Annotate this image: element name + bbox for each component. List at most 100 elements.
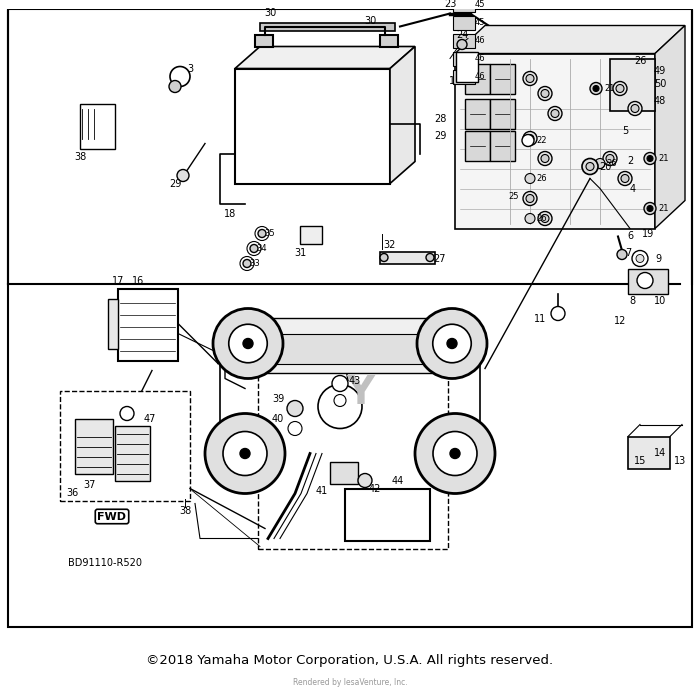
Text: 33: 33 — [250, 259, 260, 268]
Bar — [330, 461, 358, 484]
Text: 46: 46 — [475, 54, 485, 63]
Text: 44: 44 — [392, 475, 404, 486]
Circle shape — [551, 109, 559, 118]
Polygon shape — [345, 473, 445, 489]
Text: 38: 38 — [74, 151, 86, 162]
Text: 18: 18 — [224, 209, 236, 218]
Circle shape — [426, 253, 434, 262]
Circle shape — [590, 83, 602, 94]
Text: 12: 12 — [614, 316, 626, 326]
Text: 28: 28 — [434, 113, 446, 123]
Bar — [628, 269, 668, 293]
Circle shape — [613, 81, 627, 95]
Text: 13: 13 — [674, 456, 686, 466]
Polygon shape — [220, 333, 480, 484]
Text: 30: 30 — [264, 8, 276, 18]
Circle shape — [205, 414, 285, 494]
Text: 40: 40 — [272, 414, 284, 424]
Polygon shape — [455, 25, 685, 53]
Circle shape — [637, 272, 653, 288]
Circle shape — [334, 395, 346, 407]
Circle shape — [450, 449, 460, 458]
Circle shape — [358, 473, 372, 487]
Text: 3: 3 — [187, 64, 193, 74]
Circle shape — [250, 244, 258, 253]
Circle shape — [169, 80, 181, 92]
Circle shape — [243, 260, 251, 267]
Bar — [300, 225, 322, 244]
Text: 42: 42 — [369, 484, 382, 494]
Polygon shape — [250, 424, 450, 458]
Text: 21: 21 — [659, 154, 669, 163]
Circle shape — [523, 71, 537, 85]
Text: 23: 23 — [444, 0, 456, 8]
Text: 7: 7 — [625, 248, 631, 258]
Circle shape — [457, 39, 467, 50]
Text: Y: Y — [346, 374, 374, 412]
Text: 24: 24 — [456, 29, 468, 39]
Polygon shape — [390, 46, 415, 183]
Circle shape — [603, 151, 617, 165]
Circle shape — [616, 85, 624, 92]
Text: 50: 50 — [654, 78, 666, 88]
Text: 4: 4 — [630, 183, 636, 193]
Circle shape — [538, 151, 552, 165]
Text: 49: 49 — [654, 66, 666, 76]
Circle shape — [332, 375, 348, 391]
Text: 36: 36 — [66, 489, 78, 498]
Text: 26: 26 — [537, 174, 547, 183]
Text: 45: 45 — [475, 18, 485, 27]
Bar — [453, 0, 475, 11]
Circle shape — [177, 169, 189, 181]
Bar — [628, 437, 670, 468]
Text: 32: 32 — [384, 239, 396, 249]
Text: 17: 17 — [112, 276, 124, 286]
Text: ©2018 Yamaha Motor Corporation, U.S.A. All rights reserved.: ©2018 Yamaha Motor Corporation, U.S.A. A… — [146, 654, 554, 667]
Text: 34: 34 — [257, 244, 267, 253]
Text: 39: 39 — [272, 393, 284, 403]
Text: 5: 5 — [622, 125, 628, 136]
Circle shape — [213, 309, 283, 379]
Bar — [118, 288, 178, 360]
Circle shape — [617, 249, 627, 260]
Circle shape — [433, 431, 477, 475]
Circle shape — [631, 104, 639, 113]
Text: 10: 10 — [654, 295, 666, 305]
Circle shape — [541, 90, 549, 97]
Circle shape — [258, 230, 266, 237]
Text: 37: 37 — [84, 480, 96, 491]
Text: 47: 47 — [144, 414, 156, 424]
Text: 26: 26 — [537, 214, 547, 223]
Circle shape — [551, 307, 565, 321]
Text: 11: 11 — [534, 314, 546, 323]
Circle shape — [526, 134, 534, 143]
Text: 14: 14 — [654, 449, 666, 458]
Circle shape — [240, 449, 250, 458]
Circle shape — [525, 174, 535, 183]
Circle shape — [523, 192, 537, 206]
Polygon shape — [430, 473, 445, 540]
Circle shape — [526, 74, 534, 83]
Text: 29: 29 — [169, 178, 181, 188]
Text: 19: 19 — [642, 228, 654, 239]
Circle shape — [318, 384, 362, 428]
Text: 26: 26 — [634, 55, 646, 66]
Bar — [465, 99, 490, 129]
Circle shape — [606, 155, 614, 162]
Circle shape — [632, 251, 648, 267]
Bar — [465, 64, 490, 94]
Circle shape — [223, 431, 267, 475]
Bar — [453, 34, 475, 48]
Bar — [490, 64, 515, 94]
Circle shape — [538, 211, 552, 225]
Circle shape — [644, 153, 656, 164]
Polygon shape — [248, 318, 452, 374]
Bar — [490, 99, 515, 129]
Text: 21: 21 — [605, 84, 615, 93]
Text: FWD: FWD — [97, 512, 127, 522]
Bar — [255, 34, 273, 46]
Circle shape — [621, 174, 629, 183]
Circle shape — [586, 162, 594, 171]
Bar — [380, 34, 398, 46]
Text: 41: 41 — [316, 486, 328, 496]
